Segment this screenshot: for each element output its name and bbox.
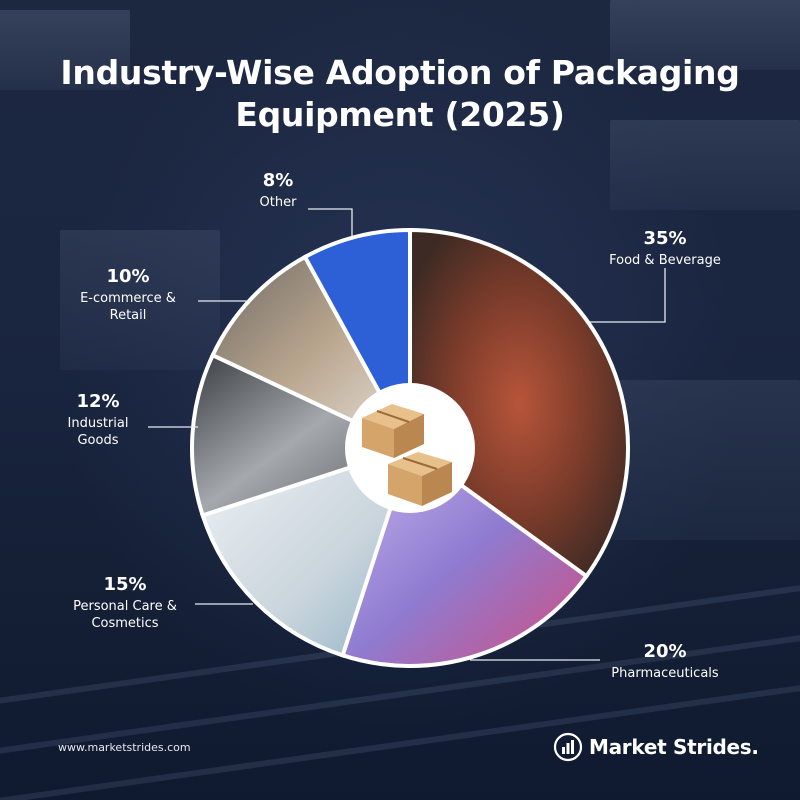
brand-name: Market Strides. [589, 735, 759, 759]
pie-slices [190, 227, 630, 668]
pie-slice-food [408, 227, 630, 579]
pie-category-label-ecommerce: E-commerce & [80, 291, 176, 306]
background-box [600, 380, 800, 540]
pie-value-label-ecommerce: 10% [106, 266, 149, 287]
pie-category-label-personal: Cosmetics [91, 616, 158, 631]
pie-value-label-food: 35% [643, 228, 686, 249]
cardboard-boxes-icon [345, 383, 475, 513]
pie-value-label-other: 8% [263, 170, 294, 191]
background-box [60, 230, 220, 370]
pie-category-label-other: Other [260, 195, 298, 210]
chart-title-line-1: Industry-Wise Adoption of Packaging [60, 53, 740, 92]
pie-category-label-personal: Personal Care & [73, 599, 177, 614]
leader-line-food [590, 268, 666, 323]
pie-value-label-pharma: 20% [643, 641, 686, 662]
pie-value-label-industrial: 12% [76, 391, 119, 412]
pie-slice-ecommerce [210, 254, 415, 453]
pie-slice-industrial [190, 352, 416, 518]
background-box [0, 10, 130, 90]
chart-title: Industry-Wise Adoption of Packaging Equi… [40, 52, 760, 136]
pie-category-label-pharma: Pharmaceuticals [611, 666, 719, 681]
footer-url: www.marketstrides.com [58, 741, 191, 754]
background-box [610, 120, 800, 210]
brand: Market Strides. [553, 730, 759, 764]
pie-category-label-food: Food & Beverage [609, 253, 721, 268]
pie-category-label-ecommerce: Retail [110, 308, 147, 323]
leader-line-other [308, 208, 353, 237]
background-box [610, 0, 800, 70]
pie-category-label-industrial: Goods [77, 433, 118, 448]
pie-category-label-industrial: Industrial [68, 416, 129, 431]
bar-chart-logo-icon [553, 732, 583, 762]
pie-labels: 35% Food & Beverage 20% Pharmaceuticals 15% P… [68, 170, 721, 681]
pie-value-label-personal: 15% [103, 574, 146, 595]
chart-title-line-2: Equipment (2025) [235, 95, 565, 134]
